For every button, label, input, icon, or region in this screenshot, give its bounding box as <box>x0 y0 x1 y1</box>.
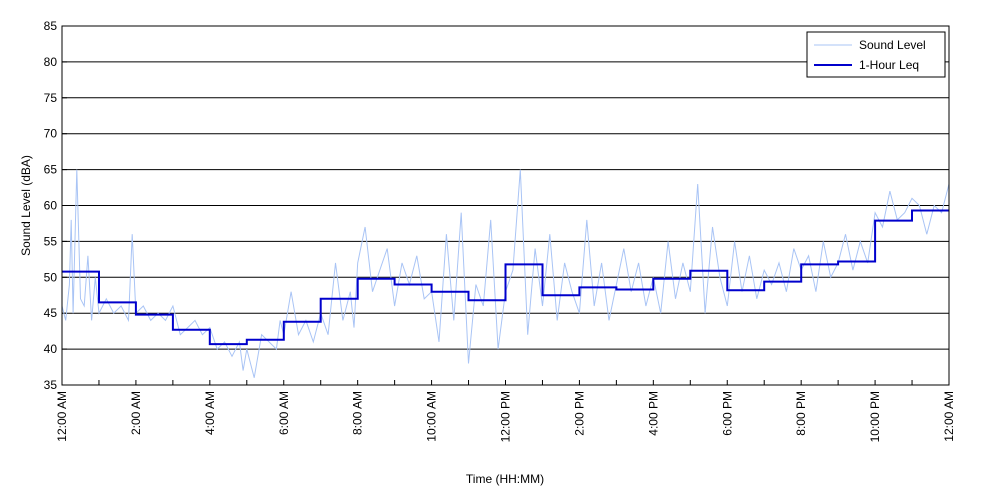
x-tick-label: 4:00 PM <box>646 391 660 436</box>
y-tick-label: 85 <box>44 19 58 33</box>
x-tick-label: 2:00 PM <box>572 391 586 436</box>
x-tick-label: 10:00 AM <box>425 391 439 442</box>
y-tick-label: 80 <box>44 55 58 69</box>
y-axis-ticks: 35 40 45 50 55 60 65 70 75 80 85 <box>44 19 67 392</box>
y-tick-label: 75 <box>44 91 58 105</box>
x-tick-label: 12:00 AM <box>942 391 956 442</box>
x-tick-label: 8:00 PM <box>794 391 808 436</box>
legend-leq-label: 1-Hour Leq <box>859 58 919 72</box>
x-axis-label: Time (HH:MM) <box>466 472 544 486</box>
y-axis-label: Sound Level (dBA) <box>19 155 33 256</box>
y-tick-label: 60 <box>44 199 58 213</box>
sound-level-line <box>61 169 950 378</box>
x-axis-ticks: 12:00 AM 2:00 AM 4:00 AM 6:00 AM 8:00 AM 10:0… <box>55 380 956 442</box>
y-tick-label: 55 <box>44 234 58 248</box>
plot-frame <box>61 25 950 386</box>
leq-series <box>62 209 949 346</box>
y-tick-label: 40 <box>44 342 58 356</box>
x-tick-label: 10:00 PM <box>868 391 882 442</box>
y-tick-label: 50 <box>44 270 58 284</box>
x-tick-label: 8:00 AM <box>351 391 365 435</box>
legend-box <box>806 31 946 78</box>
y-tick-label: 35 <box>44 378 58 392</box>
x-tick-label: 12:00 PM <box>499 391 513 442</box>
x-tick-label: 6:00 PM <box>720 391 734 436</box>
y-tick-label: 65 <box>44 163 58 177</box>
leq-step-line <box>62 209 949 346</box>
x-tick-label: 2:00 AM <box>129 391 143 435</box>
y-tick-label: 70 <box>44 127 58 141</box>
sound-level-series <box>61 169 950 378</box>
legend-sound-level-label: Sound Level <box>859 38 926 52</box>
legend: Sound Level 1-Hour Leq <box>806 31 946 78</box>
y-tick-label: 45 <box>44 306 58 320</box>
x-tick-label: 4:00 AM <box>203 391 217 435</box>
x-tick-label: 6:00 AM <box>277 391 291 435</box>
x-tick-label: 12:00 AM <box>55 391 69 442</box>
